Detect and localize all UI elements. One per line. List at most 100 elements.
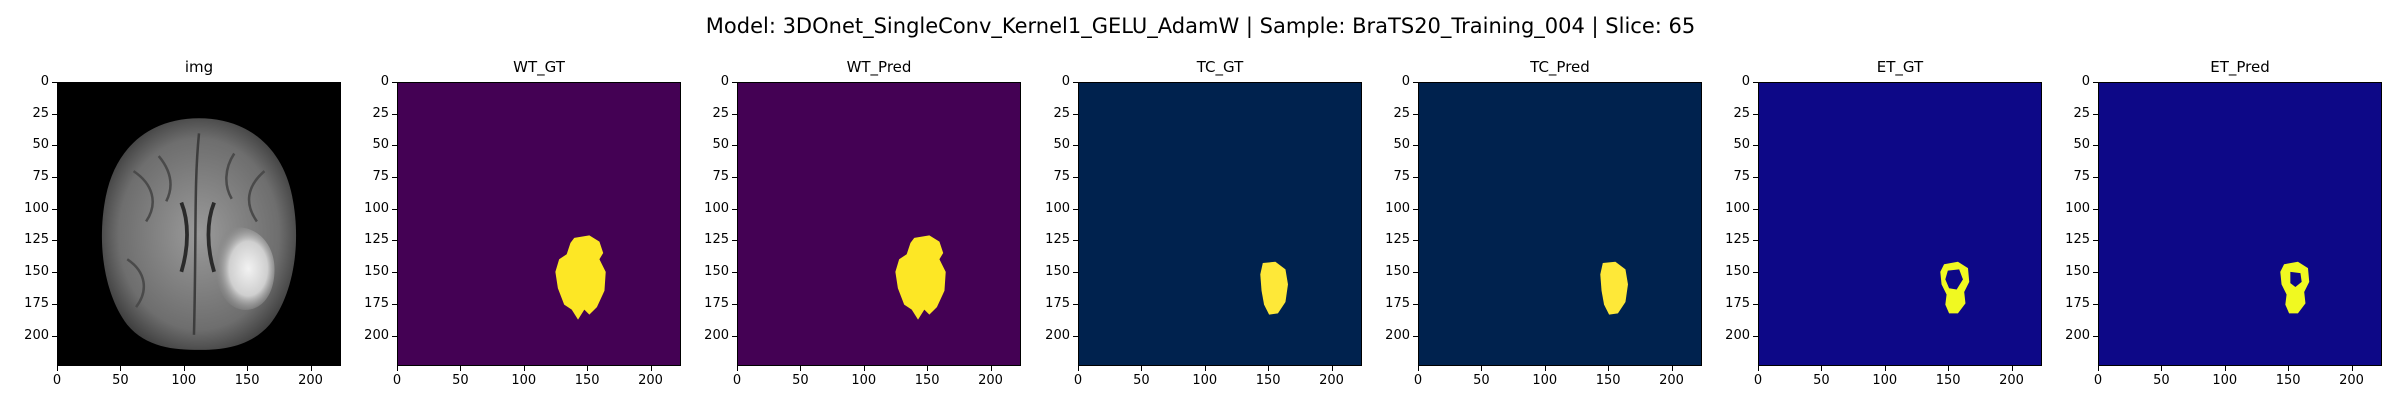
y-tick-mark [1073,303,1078,305]
panel-title-tc-pred: TC_Pred [1530,58,1590,76]
y-tick-label: 100 [1045,200,1070,216]
y-tick-mark [1413,240,1418,242]
y-tick-label: 75 [1393,169,1410,185]
y-tick-label: 125 [1045,232,1070,248]
y-tick-label: 175 [1385,295,1410,311]
y-tick-mark [732,177,737,179]
y-tick-mark [2093,113,2098,115]
x-tick-mark [183,366,185,371]
y-tick-mark [732,240,737,242]
y-tick-mark [1753,82,1758,83]
y-tick-mark [52,145,57,147]
y-tick-label: 25 [1393,105,1410,121]
x-tick-mark [587,366,589,371]
y-tick-label: 150 [2065,264,2090,280]
y-tick-mark [392,145,397,147]
y-tick-label: 200 [364,327,389,343]
y-tick-mark [732,145,737,147]
y-tick-label: 75 [2073,169,2090,185]
y-tick-mark [52,335,57,337]
y-tick-mark [732,303,737,305]
image-panel-wt-gt [397,82,681,366]
y-tick-label: 150 [1725,264,1750,280]
y-tick-mark [732,113,737,115]
x-tick-mark [460,366,462,371]
x-tick-label: 200 [298,373,323,388]
y-tick-label: 150 [364,264,389,280]
y-tick-mark [52,113,57,115]
x-tick-mark [1418,366,1419,371]
y-tick-label: 50 [2073,137,2090,153]
y-tick-label: 200 [704,327,729,343]
lesion [216,227,275,310]
segmentation-mask [2280,261,2310,314]
y-tick-mark [1413,272,1418,274]
y-tick-label: 100 [2065,200,2090,216]
x-tick-mark [1331,366,1333,371]
y-tick-label: 50 [1393,137,1410,153]
y-tick-mark [52,272,57,274]
y-tick-mark [732,335,737,337]
y-tick-label: 200 [1045,327,1070,343]
image-panel-wt-pred [737,82,1021,366]
x-tick-mark [1758,366,1759,371]
x-tick-label: 200 [2339,373,2364,388]
x-tick-label: 50 [112,373,129,388]
y-tick-mark [1413,303,1418,305]
segmentation-hole [1945,269,1963,290]
y-tick-label: 75 [1733,169,1750,185]
x-tick-mark [2351,366,2353,371]
y-tick-mark [1753,303,1758,305]
y-tick-label: 25 [32,105,49,121]
y-tick-mark [1413,335,1418,337]
x-tick-mark [1821,366,1823,371]
x-tick-label: 50 [1133,373,1150,388]
x-tick-mark [1608,366,1610,371]
y-tick-label: 50 [32,137,49,153]
y-tick-label: 200 [2065,327,2090,343]
y-tick-label: 100 [364,200,389,216]
brain-outline [101,118,297,350]
y-tick-label: 200 [1725,327,1750,343]
x-tick-mark [523,366,525,371]
y-tick-mark [2093,177,2098,179]
image-panel-tc-gt [1078,82,1362,366]
y-tick-label: 25 [1733,105,1750,121]
x-tick-mark [2098,366,2099,371]
x-tick-label: 200 [1999,373,2024,388]
y-tick-mark [1073,335,1078,337]
x-tick-mark [310,366,312,371]
x-tick-label: 150 [234,373,260,388]
y-tick-mark [392,335,397,337]
y-tick-label: 25 [1053,105,1070,121]
y-tick-label: 100 [24,200,49,216]
segmentation-hole [2290,271,2302,287]
segmentation-mask [555,235,606,320]
y-tick-label: 50 [712,137,729,153]
y-tick-mark [732,272,737,274]
x-tick-mark [1481,366,1483,371]
x-tick-label: 100 [1532,373,1558,388]
y-tick-label: 0 [720,74,729,89]
x-tick-mark [1204,366,1206,371]
x-tick-label: 150 [1255,373,1281,388]
y-tick-mark [1073,240,1078,242]
x-tick-mark [2011,366,2013,371]
y-tick-label: 0 [2081,74,2090,89]
segmentation-mask [895,235,946,320]
x-tick-mark [247,366,249,371]
panel-title-wt-pred: WT_Pred [846,58,912,76]
y-tick-mark [1753,113,1758,115]
y-tick-mark [1073,145,1078,147]
y-tick-mark [1753,335,1758,337]
image-panel-tc-pred [1418,82,1702,366]
y-tick-mark [1753,177,1758,179]
y-tick-label: 0 [1741,74,1750,89]
y-tick-mark [392,208,397,210]
y-tick-mark [392,113,397,115]
x-tick-label: 50 [2153,373,2170,388]
y-tick-label: 125 [1725,232,1750,248]
y-tick-label: 125 [24,232,49,248]
y-tick-mark [2093,303,2098,305]
y-tick-label: 125 [1385,232,1410,248]
